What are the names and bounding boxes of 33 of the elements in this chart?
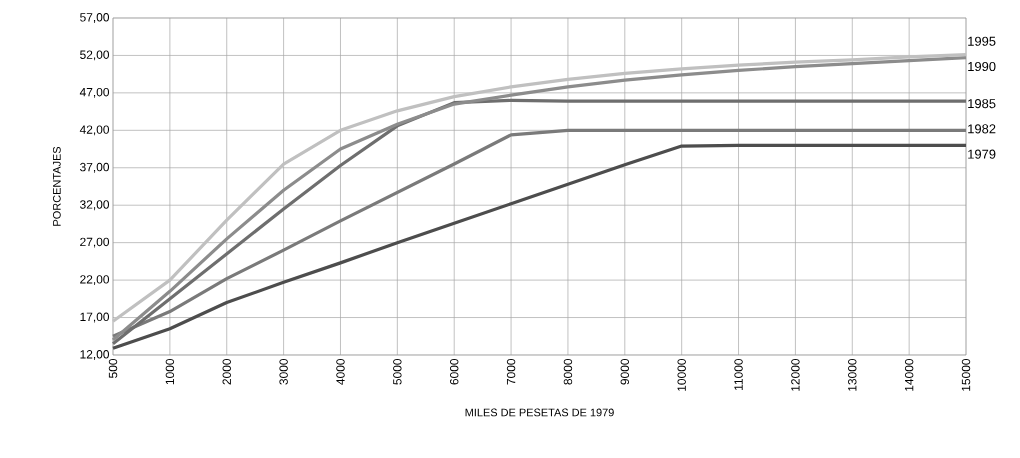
x-tick-label: 4000 [336, 358, 345, 385]
x-tick-label: 1000 [165, 358, 175, 385]
x-tick-label: 11000 [734, 358, 743, 390]
y-tick-label: 47,00 [79, 87, 110, 98]
x-tick-label: 13000 [848, 358, 857, 391]
y-tick-label: 57,00 [80, 13, 110, 23]
y-tick-label: 17,00 [80, 312, 110, 323]
x-tick-label: 12000 [791, 358, 800, 391]
x-tick-label: 7000 [506, 358, 516, 385]
y-tick-label: 37,00 [80, 162, 110, 173]
series-label: 1979 [968, 149, 996, 159]
series-label: 1985 [968, 99, 996, 109]
x-tick-label: 9000 [620, 358, 630, 385]
x-tick-label: 10000 [677, 358, 686, 391]
y-tick-label: 32,00 [80, 200, 110, 211]
y-axis-title: PORCENTAJES [52, 146, 61, 226]
y-tick-label: 22,00 [80, 275, 110, 286]
x-tick-label: 15000 [961, 358, 971, 391]
series-label: 1990 [968, 61, 996, 72]
x-tick-label: 6000 [449, 358, 459, 385]
x-tick-label: 8000 [563, 358, 573, 385]
x-tick-label: 3000 [279, 358, 288, 385]
y-tick-label: 12,00 [80, 350, 110, 360]
series-label: 1982 [968, 124, 996, 134]
x-tick-label: 14000 [904, 358, 914, 391]
x-axis-title: MILES DE PESETAS DE 1979 [465, 408, 614, 417]
x-tick-label: 500 [108, 358, 118, 378]
x-tick-label: 2000 [222, 358, 231, 385]
y-tick-label: 52,00 [80, 50, 110, 61]
series-label: 1995 [968, 36, 996, 46]
y-tick-label: 27,00 [80, 237, 110, 248]
x-tick-label: 5000 [393, 358, 402, 385]
y-tick-label: 42,00 [79, 125, 110, 136]
